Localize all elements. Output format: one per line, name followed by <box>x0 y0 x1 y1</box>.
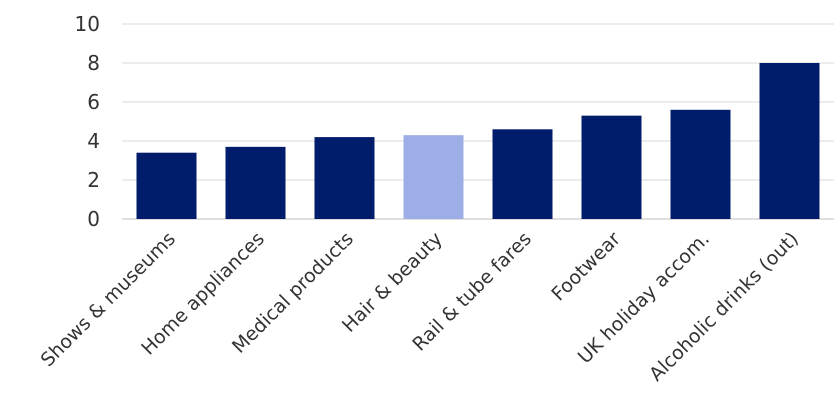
bar <box>492 129 553 219</box>
y-tick-label: 8 <box>87 51 100 75</box>
y-tick-label: 10 <box>75 12 100 36</box>
bar <box>670 109 731 219</box>
y-tick-label: 2 <box>87 168 100 192</box>
x-category-label: Footwear <box>547 228 625 306</box>
bars <box>136 63 820 219</box>
y-tick-label: 6 <box>87 90 100 114</box>
bar <box>314 137 375 219</box>
y-tick-label: 0 <box>87 207 100 231</box>
x-category-label: Alcoholic drinks (out) <box>645 228 803 386</box>
bar <box>225 146 286 219</box>
bar <box>136 152 197 219</box>
bar <box>581 115 642 219</box>
bar <box>759 63 820 219</box>
bar <box>403 135 464 219</box>
y-tick-label: 4 <box>87 129 100 153</box>
y-axis-ticks: 0 2 4 6 8 10 <box>75 12 100 231</box>
